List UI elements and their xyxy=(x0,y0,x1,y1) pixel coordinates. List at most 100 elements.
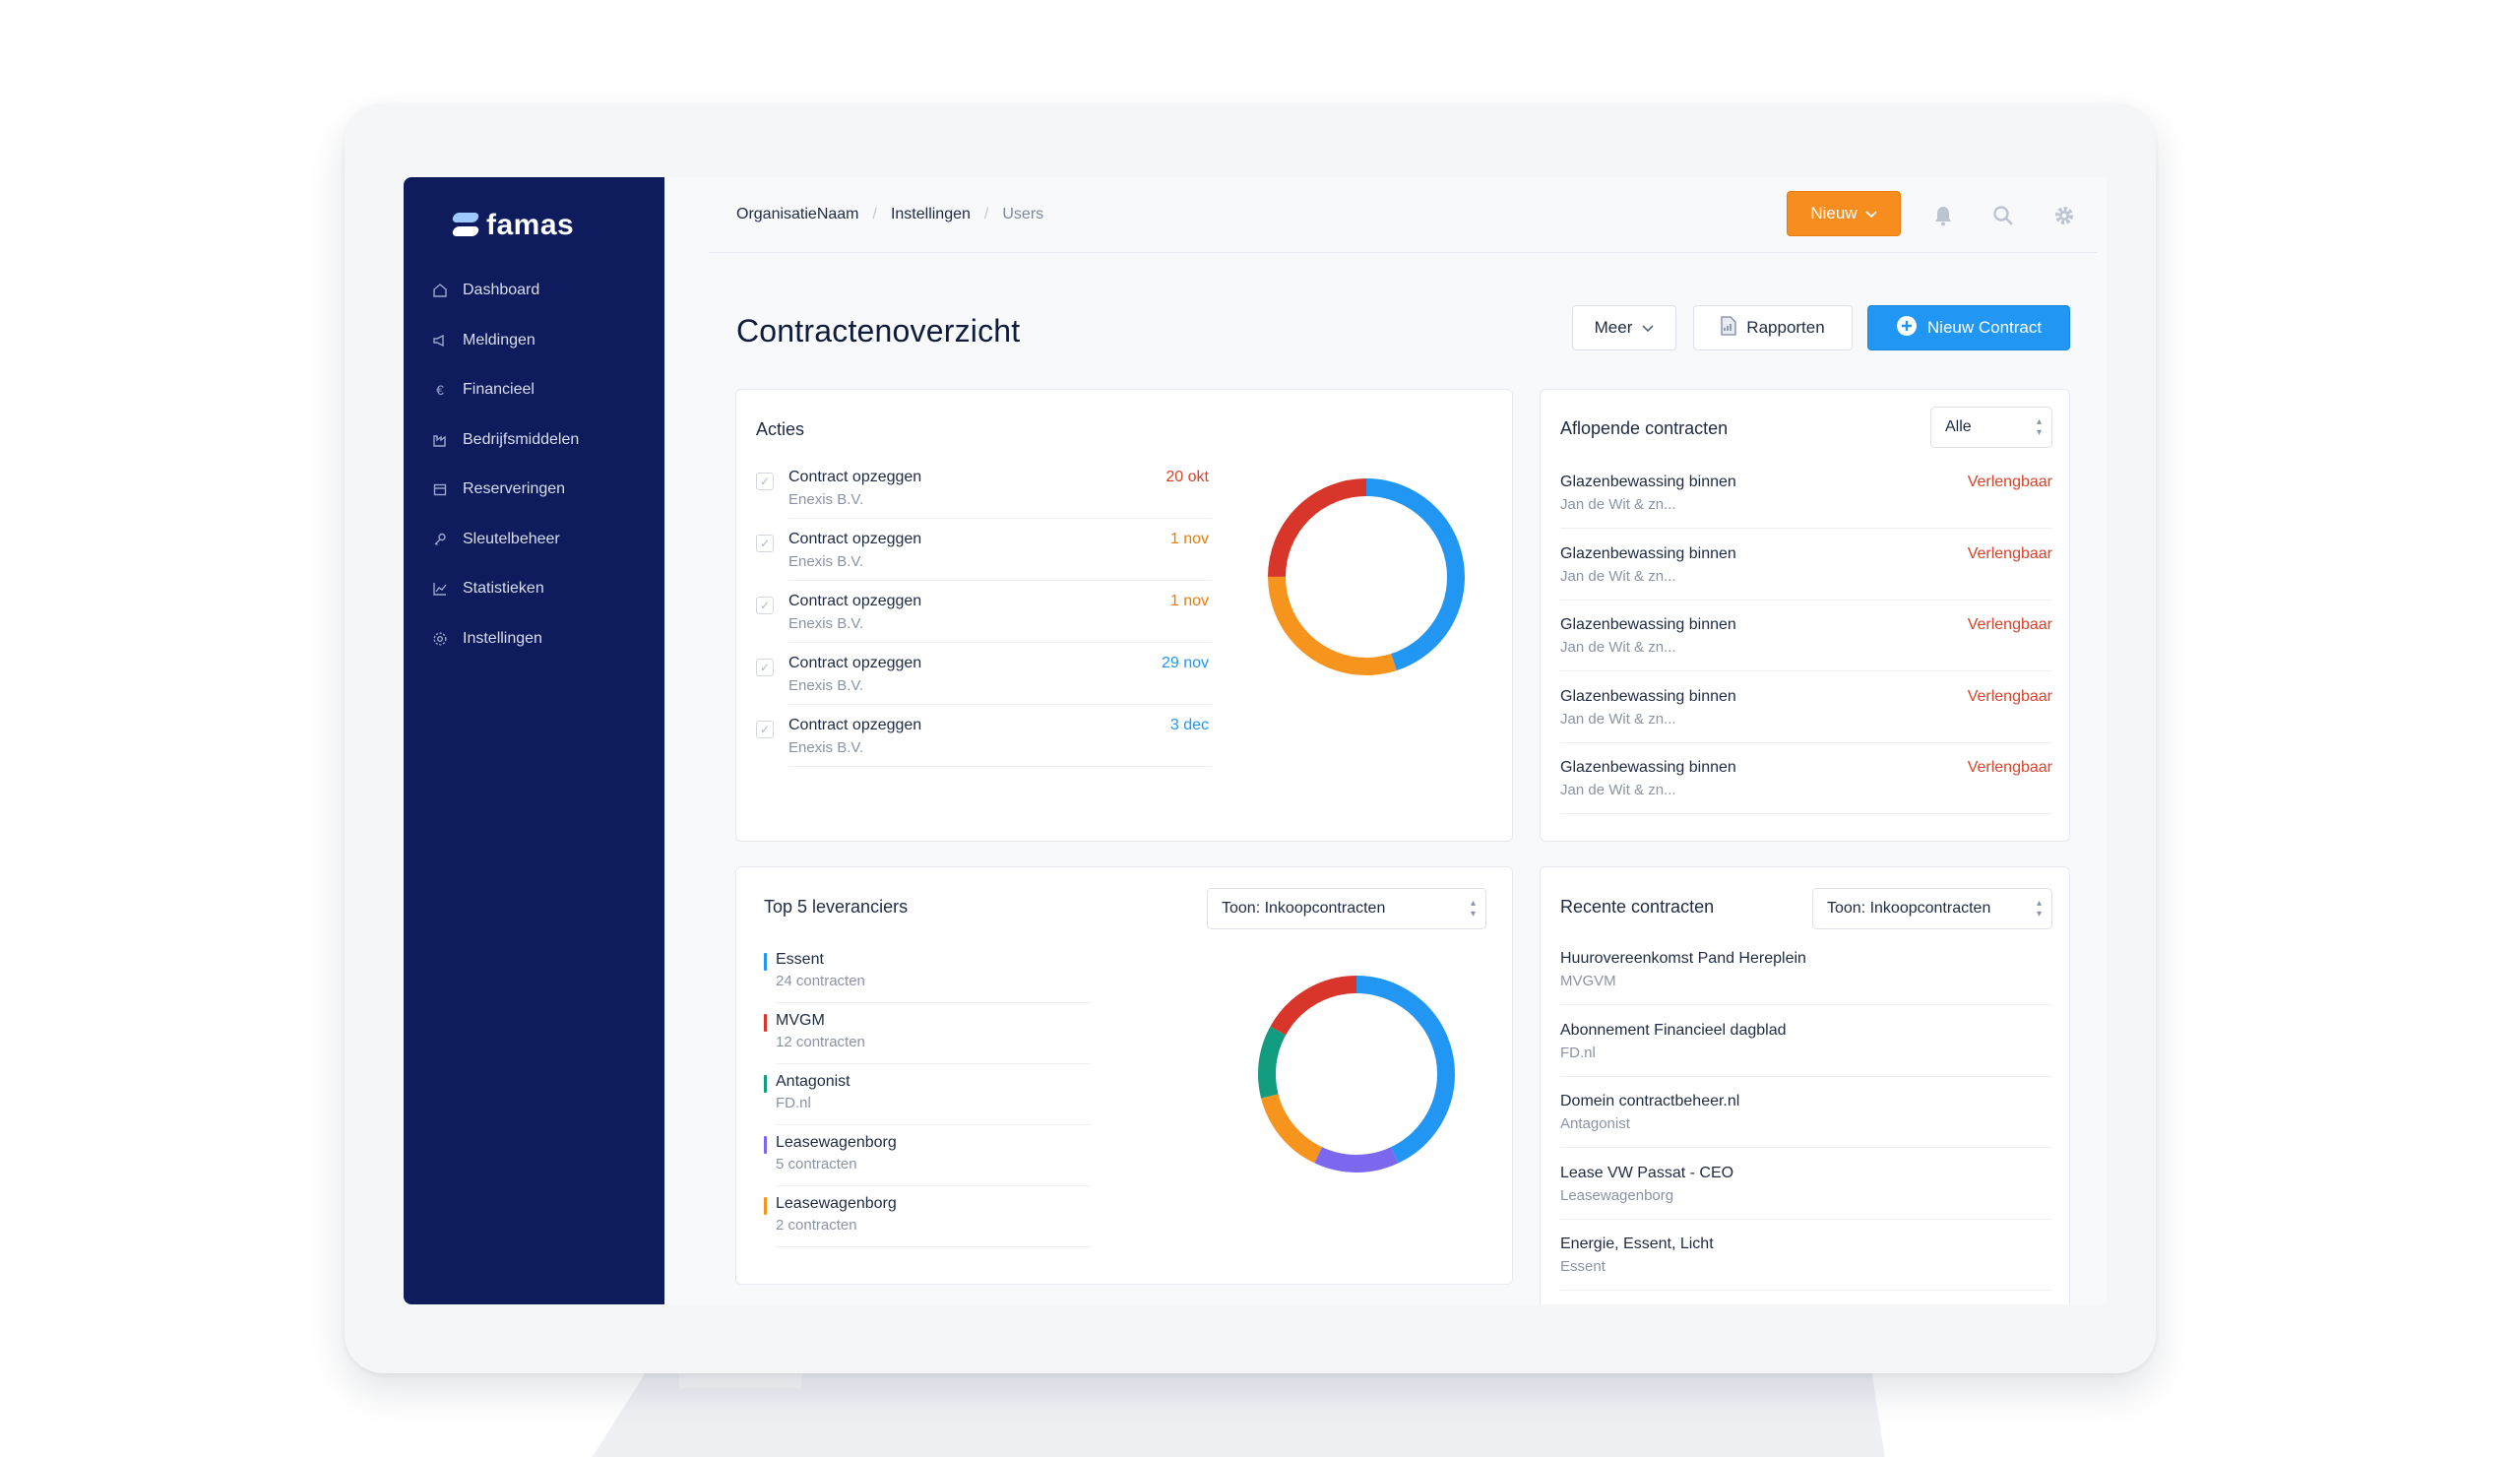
sidebar-item-reserveringen[interactable]: Reserveringen xyxy=(431,465,579,515)
sidebar-item-label: Bedrijfsmiddelen xyxy=(463,430,580,448)
recente-filter-select[interactable]: Toon: Inkoopcontracten ▴ ▾ xyxy=(1812,888,2052,929)
contract-item[interactable]: Glazenbewassing binnen Jan de Wit & zn... xyxy=(1560,759,1736,798)
supplier-item[interactable]: MVGM 12 contracten xyxy=(776,1012,865,1050)
supplier-item[interactable]: Leasewagenborg 2 contracten xyxy=(776,1195,897,1234)
recent-contract-item[interactable]: Energie, Essent, Licht Essent xyxy=(1560,1235,1714,1275)
sidebar-item-financieel[interactable]: € Financieel xyxy=(431,365,579,415)
new-button-label: Nieuw xyxy=(1810,204,1858,222)
contract-title: Glazenbewassing binnen xyxy=(1560,544,1736,562)
bell-icon[interactable] xyxy=(1931,204,1955,227)
sidebar-item-label: Meldingen xyxy=(463,331,536,348)
supplier-count: 12 contracten xyxy=(776,1034,865,1050)
checkbox[interactable]: ✓ xyxy=(756,721,774,738)
new-dropdown-button[interactable]: Nieuw xyxy=(1787,191,1901,236)
rapporten-button[interactable]: Rapporten xyxy=(1693,305,1853,350)
sidebar-item-sleutelbeheer[interactable]: Sleutelbeheer xyxy=(431,515,579,565)
row-divider xyxy=(1560,1075,2052,1077)
leveranciers-title: Top 5 leveranciers xyxy=(764,897,909,917)
search-icon[interactable] xyxy=(1991,204,2015,227)
supplier-item[interactable]: Leasewagenborg 5 contracten xyxy=(776,1134,897,1172)
checkbox[interactable]: ✓ xyxy=(756,659,774,676)
meer-label: Meer xyxy=(1594,318,1633,337)
settings-gear-icon[interactable] xyxy=(2052,204,2076,227)
recent-contract-item[interactable]: Abonnement Financieel dagblad FD.nl xyxy=(1560,1022,1787,1061)
aflopende-filter-select[interactable]: Alle ▴ ▾ xyxy=(1930,407,2052,448)
sidebar-item-label: Sleutelbeheer xyxy=(463,530,560,547)
app-screen: famas Dashboard Meldingen € Financieel B… xyxy=(404,177,2107,1304)
row-divider xyxy=(1560,528,2052,529)
supplier-count: 5 contracten xyxy=(776,1156,857,1172)
supplier-item[interactable]: Essent 24 contracten xyxy=(776,951,865,989)
action-item[interactable]: Contract opzeggen Enexis B.V. xyxy=(788,469,921,508)
action-item[interactable]: Contract opzeggen Enexis B.V. xyxy=(788,593,921,632)
factory-icon xyxy=(431,431,449,449)
recent-contract-supplier: Antagonist xyxy=(1560,1115,1630,1132)
meer-dropdown-button[interactable]: Meer xyxy=(1572,305,1676,350)
sidebar-item-label: Statistieken xyxy=(463,580,544,598)
checkbox[interactable]: ✓ xyxy=(756,535,774,552)
action-company: Enexis B.V. xyxy=(788,491,864,508)
sidebar-item-meldingen[interactable]: Meldingen xyxy=(431,316,579,366)
recent-contract-supplier: FD.nl xyxy=(1560,1044,1596,1061)
row-divider xyxy=(1560,1147,2052,1148)
supplier-name: MVGM xyxy=(776,1012,825,1029)
new-contract-label: Nieuw Contract xyxy=(1926,318,2043,337)
select-arrows-icon: ▴ ▾ xyxy=(1470,898,1476,919)
sidebar-item-statistieken[interactable]: Statistieken xyxy=(431,564,579,614)
status-label: Verlengbaar xyxy=(1967,759,2052,776)
breadcrumb-instellingen[interactable]: Instellingen xyxy=(890,206,971,222)
status-label: Verlengbaar xyxy=(1967,544,2052,562)
breadcrumb-organisation[interactable]: OrganisatieNaam xyxy=(736,206,859,222)
leveranciers-donut-segment xyxy=(1258,976,1455,1172)
row-divider xyxy=(1560,1218,2052,1220)
sidebar-item-bedrijfsmiddelen[interactable]: Bedrijfsmiddelen xyxy=(431,415,579,466)
contract-item[interactable]: Glazenbewassing binnen Jan de Wit & zn... xyxy=(1560,688,1736,728)
recent-contract-title: Huurovereenkomst Pand Hereplein xyxy=(1560,950,1806,967)
supplier-count: 24 contracten xyxy=(776,973,865,989)
new-contract-button[interactable]: Nieuw Contract xyxy=(1867,305,2070,350)
row-divider xyxy=(1560,1004,2052,1005)
supplier-color-marker xyxy=(764,1075,767,1093)
recent-contract-title: Lease VW Passat - CEO xyxy=(1560,1164,1734,1181)
recent-contract-supplier: Leasewagenborg xyxy=(1560,1186,1674,1204)
action-item[interactable]: Contract opzeggen Enexis B.V. xyxy=(788,531,921,570)
plus-circle-icon xyxy=(1896,315,1918,342)
top-leveranciers-card: Top 5 leveranciers Toon: Inkoopcontracte… xyxy=(735,866,1513,1285)
action-title: Contract opzeggen xyxy=(788,593,922,609)
leveranciers-filter-select[interactable]: Toon: Inkoopcontracten ▴ ▾ xyxy=(1207,888,1486,929)
sidebar-item-instellingen[interactable]: Instellingen xyxy=(431,614,579,665)
recent-contract-item[interactable]: Huurovereenkomst Pand Hereplein MVGVM xyxy=(1560,950,1806,989)
contract-supplier: Jan de Wit & zn... xyxy=(1560,567,1676,585)
recent-contract-supplier: MVGVM xyxy=(1560,973,1616,989)
checkbox[interactable]: ✓ xyxy=(756,473,774,490)
recent-contract-item[interactable]: Domein contractbeheer.nl Antagonist xyxy=(1560,1093,1739,1132)
contract-item[interactable]: Glazenbewassing binnen Jan de Wit & zn... xyxy=(1560,545,1736,585)
calendar-icon xyxy=(431,480,449,498)
megaphone-icon xyxy=(431,332,449,349)
checkbox[interactable]: ✓ xyxy=(756,597,774,614)
action-item[interactable]: Contract opzeggen Enexis B.V. xyxy=(788,655,921,694)
status-label: Verlengbaar xyxy=(1967,474,2052,490)
supplier-count: FD.nl xyxy=(776,1095,811,1111)
sidebar-item-dashboard[interactable]: Dashboard xyxy=(431,266,579,316)
contract-title: Glazenbewassing binnen xyxy=(1560,687,1736,705)
action-company: Enexis B.V. xyxy=(788,739,864,756)
key-icon xyxy=(431,531,449,548)
sidebar-nav: Dashboard Meldingen € Financieel Bedrijf… xyxy=(431,266,579,664)
sidebar-item-label: Dashboard xyxy=(463,282,540,299)
report-document-icon xyxy=(1721,315,1736,341)
contract-title: Glazenbewassing binnen xyxy=(1560,759,1736,776)
contract-item[interactable]: Glazenbewassing binnen Jan de Wit & zn... xyxy=(1560,616,1736,656)
sidebar-item-label: Reserveringen xyxy=(463,480,566,498)
app-logo[interactable]: famas xyxy=(451,209,574,242)
recent-contract-title: Domein contractbeheer.nl xyxy=(1560,1093,1740,1109)
action-item[interactable]: Contract opzeggen Enexis B.V. xyxy=(788,717,921,756)
page-title: Contractenoverzicht xyxy=(736,313,1021,348)
supplier-item[interactable]: Antagonist FD.nl xyxy=(776,1073,850,1111)
row-divider xyxy=(1560,1290,2052,1291)
recent-contract-item[interactable]: Lease VW Passat - CEO Leasewagenborg xyxy=(1560,1165,1733,1204)
filter-value: Alle xyxy=(1945,418,1972,435)
row-divider xyxy=(776,1063,1091,1064)
action-date: 1 nov xyxy=(1169,593,1209,609)
contract-item[interactable]: Glazenbewassing binnen Jan de Wit & zn... xyxy=(1560,474,1736,513)
